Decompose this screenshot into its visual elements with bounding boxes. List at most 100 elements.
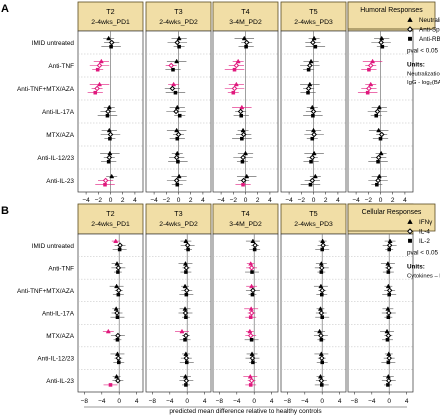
data-point bbox=[379, 35, 385, 41]
data-point bbox=[241, 182, 245, 187]
data-point bbox=[384, 328, 390, 334]
data-point bbox=[106, 104, 112, 110]
data-point bbox=[171, 81, 177, 87]
data-point bbox=[374, 113, 379, 118]
data-point bbox=[386, 242, 393, 249]
x-tick-label: −8 bbox=[216, 398, 224, 405]
data-point bbox=[113, 306, 119, 311]
timepoint-header bbox=[77, 1, 144, 32]
data-point bbox=[93, 90, 98, 95]
data-point bbox=[248, 383, 253, 387]
data-point bbox=[307, 62, 313, 69]
data-point bbox=[114, 310, 120, 316]
data-point bbox=[375, 154, 382, 161]
data-point bbox=[231, 85, 238, 92]
x-tick-label: −4 bbox=[82, 197, 90, 204]
data-point bbox=[177, 113, 182, 118]
data-point bbox=[320, 242, 326, 249]
data-point bbox=[107, 150, 113, 156]
row-label: Anti-TNF bbox=[48, 63, 74, 70]
timepoint-sub: 2-4wks_PD3 bbox=[294, 221, 333, 228]
x-tick-label: −8 bbox=[351, 398, 359, 405]
data-point bbox=[248, 265, 255, 271]
data-point bbox=[378, 150, 384, 156]
x-tick-label: 4 bbox=[203, 398, 207, 405]
x-tick-label: −4 bbox=[368, 398, 376, 405]
data-point bbox=[248, 315, 253, 319]
data-point bbox=[177, 44, 181, 49]
timepoint-label: T4 bbox=[241, 209, 249, 218]
data-point bbox=[182, 306, 188, 311]
data-point bbox=[183, 355, 190, 361]
legend-marker bbox=[408, 36, 412, 41]
data-point bbox=[318, 310, 325, 316]
legend-label: IFNγ bbox=[419, 219, 433, 226]
timepoint-sub: 3-4M_PD2 bbox=[229, 221, 262, 228]
data-point bbox=[319, 292, 324, 297]
x-tick-label: 4 bbox=[133, 197, 137, 204]
x-tick-label: −4 bbox=[217, 197, 225, 204]
panel-letter-B: B bbox=[1, 205, 9, 217]
data-point bbox=[367, 62, 374, 69]
data-point bbox=[385, 306, 391, 311]
data-point bbox=[378, 39, 384, 46]
data-point bbox=[248, 377, 255, 384]
x-tick-label: 0 bbox=[312, 197, 316, 204]
data-point bbox=[176, 159, 180, 164]
x-tick-label: −4 bbox=[150, 197, 158, 204]
row-label: IMID untreated bbox=[32, 40, 75, 47]
x-tick-label: 2 bbox=[256, 197, 260, 204]
timepoint-sub: 2-4wks_PD2 bbox=[159, 221, 198, 228]
timepoint-header bbox=[212, 203, 279, 235]
data-point bbox=[105, 113, 110, 118]
data-point bbox=[320, 238, 326, 244]
data-point bbox=[376, 104, 382, 110]
row-label: MTX/AZA bbox=[46, 132, 74, 139]
section-header-box bbox=[347, 203, 436, 232]
data-point bbox=[318, 332, 324, 339]
significance-label: pval < 0.05 bbox=[407, 48, 438, 55]
x-tick-label: −4 bbox=[233, 398, 241, 405]
x-tick-label: 4 bbox=[336, 197, 340, 204]
data-point bbox=[233, 62, 240, 69]
timepoint-label: T5 bbox=[309, 7, 317, 16]
data-point bbox=[387, 292, 391, 297]
data-point bbox=[174, 58, 180, 64]
data-point bbox=[242, 150, 249, 156]
legend-marker bbox=[406, 228, 414, 235]
data-point bbox=[182, 261, 188, 266]
timepoint-label: T4 bbox=[241, 7, 249, 16]
units-line: IgG - log₂(BAU/mL) bbox=[407, 80, 440, 86]
x-tick-label: −8 bbox=[149, 398, 157, 405]
data-point bbox=[310, 136, 315, 141]
x-tick-label: 0 bbox=[177, 197, 181, 204]
data-point bbox=[310, 39, 316, 46]
timepoint-sub: 2-4wks_PD1 bbox=[91, 221, 130, 228]
data-point bbox=[115, 377, 121, 384]
data-point bbox=[103, 182, 107, 187]
data-point bbox=[376, 159, 380, 164]
data-point bbox=[311, 150, 317, 156]
data-point bbox=[183, 351, 189, 356]
row-label: MTX/AZA bbox=[46, 333, 74, 340]
data-point bbox=[310, 108, 317, 115]
data-point bbox=[306, 67, 311, 72]
data-point bbox=[240, 136, 244, 141]
data-point bbox=[184, 315, 188, 319]
row-label: Anti-TNF+MTX/AZA bbox=[17, 288, 75, 295]
data-point bbox=[175, 131, 182, 138]
legend-label: Anti-RBD IgG bbox=[419, 36, 440, 43]
data-point bbox=[109, 44, 113, 49]
data-point bbox=[232, 67, 237, 72]
units-title: Units: bbox=[407, 62, 425, 69]
data-point bbox=[244, 44, 248, 49]
data-point bbox=[319, 270, 324, 274]
data-point bbox=[183, 337, 187, 342]
legend-label: IL-4 bbox=[419, 229, 430, 236]
timepoint-label: T3 bbox=[174, 209, 182, 218]
data-point bbox=[107, 131, 114, 138]
data-point bbox=[317, 373, 323, 379]
row-label: IMID untreated bbox=[32, 243, 75, 250]
data-point bbox=[183, 377, 190, 384]
panel-letter-A: A bbox=[1, 3, 9, 15]
